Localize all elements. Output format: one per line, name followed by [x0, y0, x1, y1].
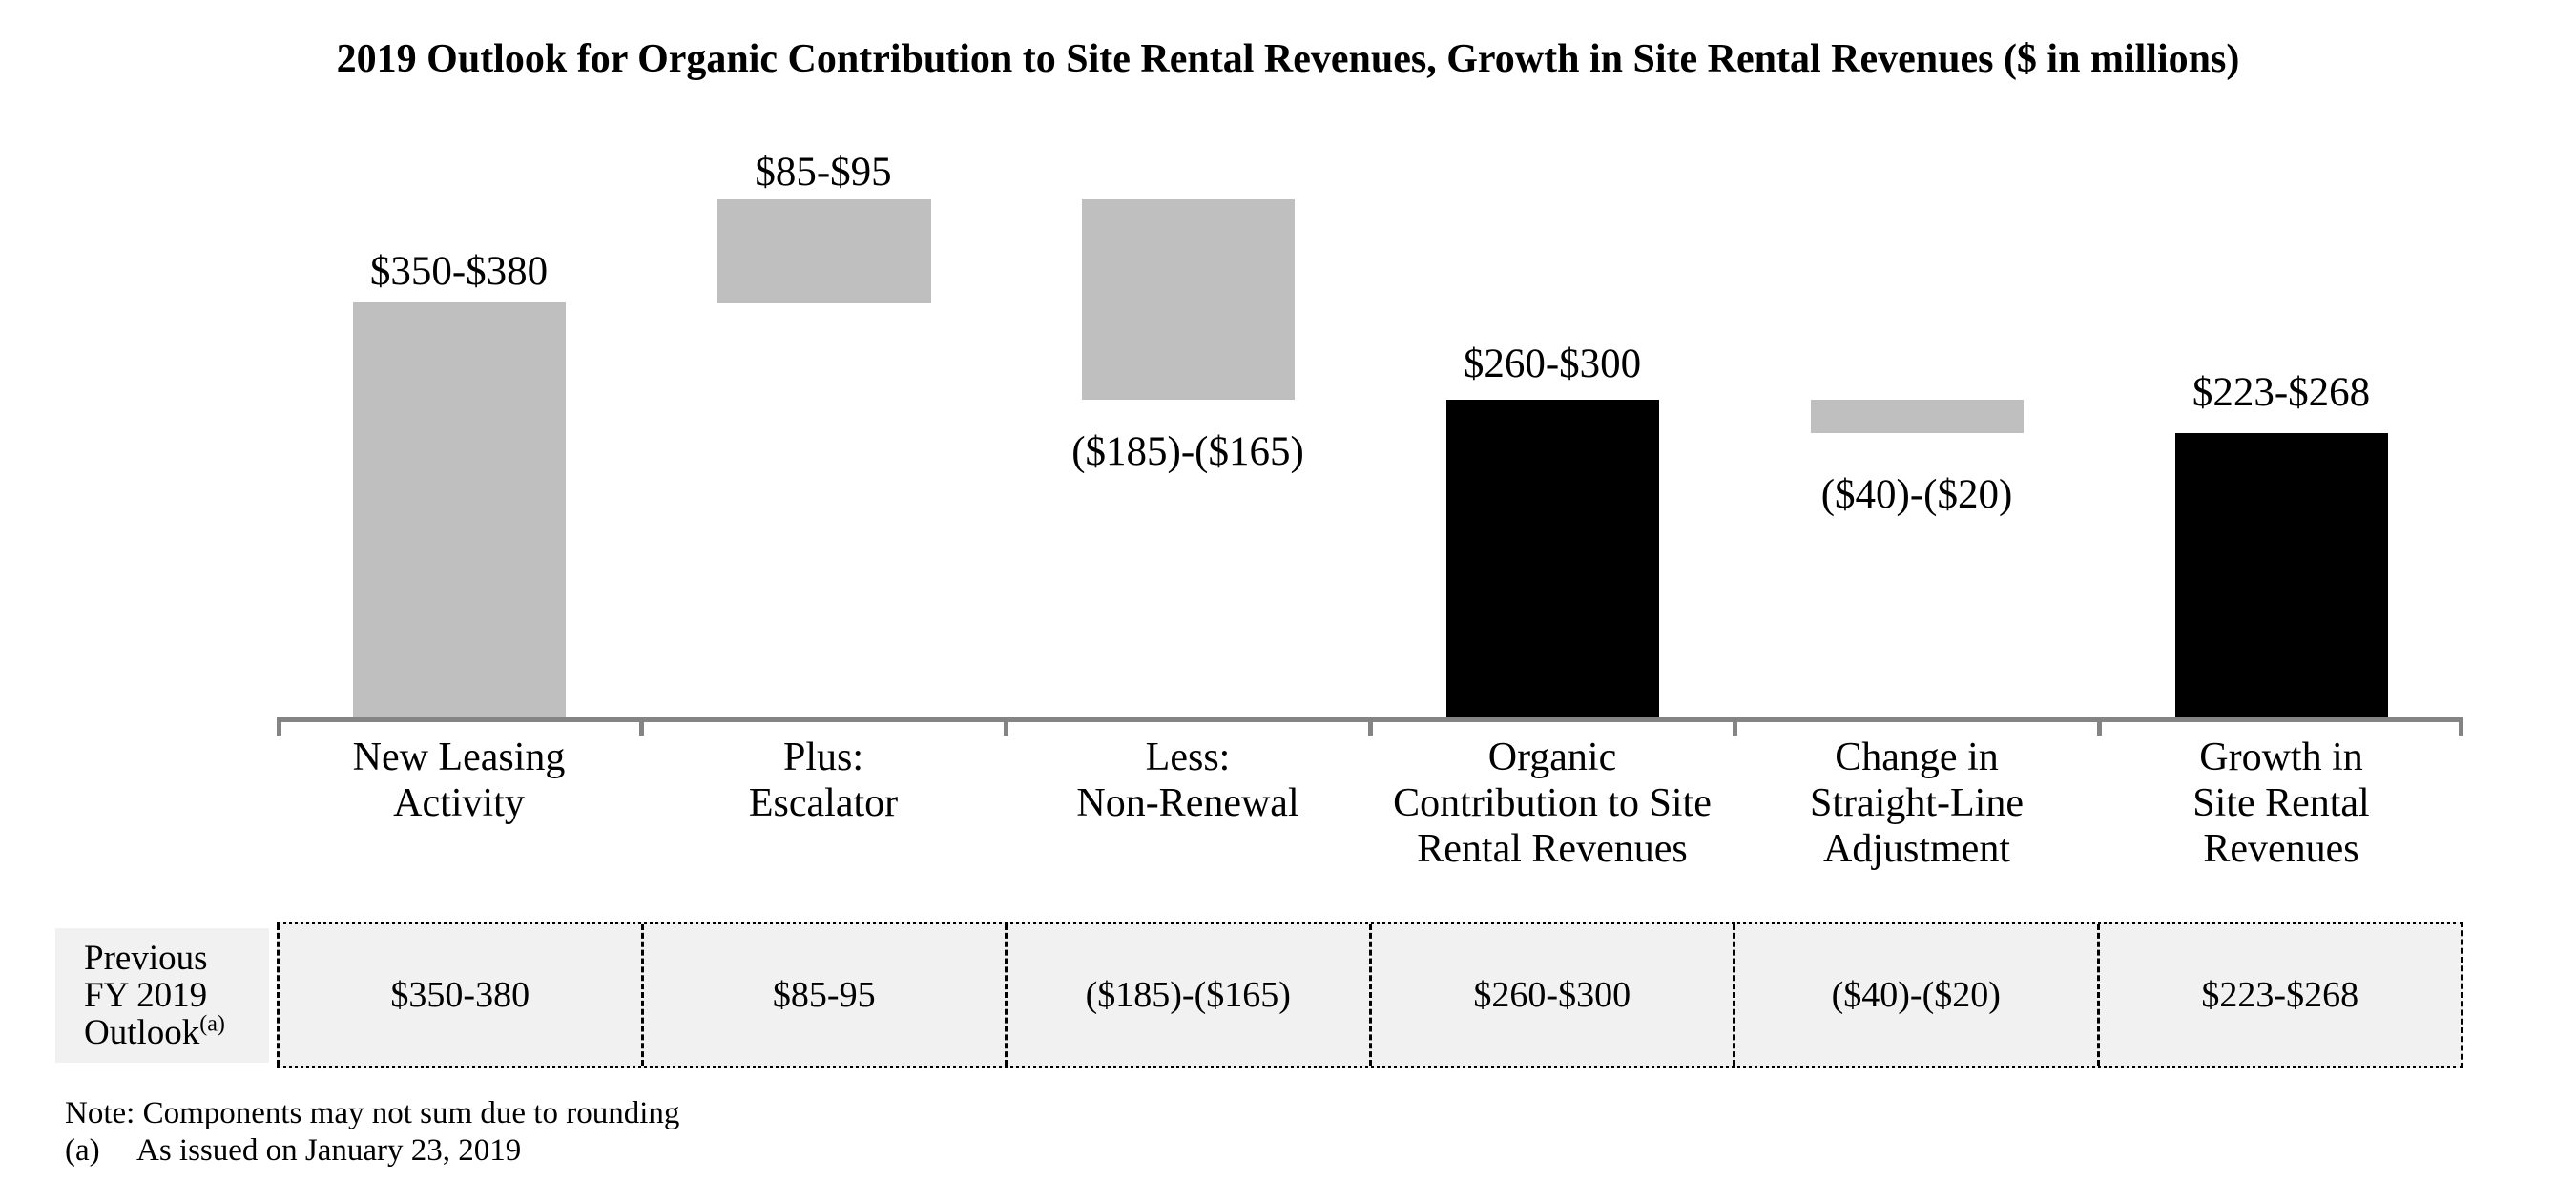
bar-change-straight-line — [1811, 400, 2024, 433]
x-axis-tick — [1004, 717, 1008, 736]
category-label-escalator: Plus: Escalator — [641, 735, 1006, 826]
bar-less-non-renewal — [1082, 199, 1295, 400]
footnote-a: (a) As issued on January 23, 2019 — [65, 1135, 521, 1167]
x-axis-tick — [1733, 717, 1737, 736]
bar-growth-site-rental — [2175, 433, 2388, 717]
footnote-ref: (a) — [199, 1011, 225, 1037]
x-axis-tick — [1368, 717, 1373, 736]
category-line: Non-Renewal — [1076, 781, 1299, 825]
category-line: Growth in — [2199, 736, 2363, 779]
category-line: Change in — [1835, 736, 1999, 779]
category-line: Site Rental — [2192, 781, 2370, 825]
footnote-marker: (a) — [65, 1133, 100, 1168]
table-cell-new-leasing: $350-380 — [277, 924, 641, 1066]
value-label-straight-line: ($40)-($20) — [1820, 472, 2013, 517]
category-label-straight-line: Change in Straight-Line Adjustment — [1735, 735, 2099, 872]
category-line: Escalator — [748, 781, 899, 825]
category-line: New Leasing — [352, 736, 566, 779]
category-line: Less: — [1145, 736, 1231, 779]
category-line: Activity — [393, 781, 525, 825]
category-label-non-renewal: Less: Non-Renewal — [1006, 735, 1370, 826]
category-label-new-leasing: New Leasing Activity — [277, 735, 641, 826]
value-label-organic-contribution: $260-$300 — [1463, 342, 1642, 386]
table-cell-escalator: $85-95 — [640, 924, 1006, 1066]
row-header-line: Previous — [84, 939, 208, 978]
category-label-growth: Growth in Site Rental Revenues — [2099, 735, 2463, 872]
value-label-non-renewal: ($185)-($165) — [1071, 429, 1304, 474]
table-row-header-previous-outlook: Previous FY 2019 Outlook(a) — [55, 928, 269, 1063]
category-line: Contribution to Site — [1393, 781, 1712, 825]
value-label-escalator: $85-$95 — [755, 150, 892, 195]
table-cell-straight-line: ($40)-($20) — [1733, 924, 2097, 1066]
chart-title: 2019 Outlook for Organic Contribution to… — [336, 37, 2240, 81]
category-line: Organic — [1487, 736, 1617, 779]
x-axis-tick — [2459, 717, 2463, 736]
category-line: Rental Revenues — [1417, 827, 1688, 871]
row-header-line: Outlook(a) — [84, 1011, 225, 1052]
table-cell-non-renewal: ($185)-($165) — [1005, 924, 1369, 1066]
table-cell-growth: $223-$268 — [2096, 924, 2462, 1066]
category-line: Straight-Line — [1810, 781, 2024, 825]
bar-new-leasing-activity — [353, 302, 566, 717]
previous-outlook-table: $350-380 $85-95 ($185)-($165) $260-$300 … — [277, 922, 2463, 1068]
footnote-text: As issued on January 23, 2019 — [136, 1133, 522, 1168]
category-line: Adjustment — [1823, 827, 2010, 871]
category-line: Revenues — [2203, 827, 2359, 871]
table-cell-organic-contribution: $260-$300 — [1368, 924, 1734, 1066]
value-label-new-leasing: $350-$380 — [369, 249, 549, 294]
category-label-organic-contribution: Organic Contribution to Site Rental Reve… — [1370, 735, 1735, 872]
x-axis-tick — [639, 717, 644, 736]
category-line: Plus: — [782, 736, 864, 779]
bar-organic-contribution — [1446, 400, 1659, 717]
x-axis-tick — [277, 717, 281, 736]
note-rounding: Note: Components may not sum due to roun… — [65, 1096, 680, 1130]
row-header-line: FY 2019 — [84, 976, 208, 1015]
bar-plus-escalator — [717, 199, 931, 303]
value-label-growth: $223-$268 — [2192, 370, 2371, 415]
x-axis-tick — [2097, 717, 2102, 736]
